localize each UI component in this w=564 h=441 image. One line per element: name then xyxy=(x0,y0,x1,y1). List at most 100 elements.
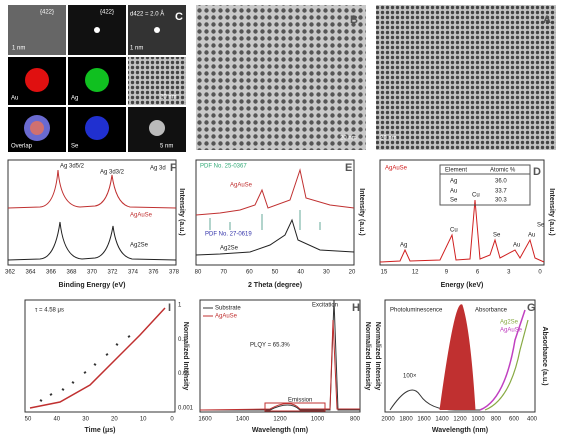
label: Cu xyxy=(472,193,480,199)
tick-label: 6 xyxy=(476,270,480,276)
label: Au xyxy=(11,96,18,102)
scale: 20 nm xyxy=(340,136,357,142)
panel-label: B xyxy=(350,14,358,26)
tick-label: 30 xyxy=(82,417,89,423)
panel-label: G xyxy=(527,302,536,314)
label: PDF No. 25-0367 xyxy=(200,164,247,170)
table-cell: Element xyxy=(445,168,467,174)
label: {422} xyxy=(100,10,114,16)
legend-entry: AgAuSe xyxy=(215,314,238,320)
label: Ag xyxy=(71,96,78,102)
tick-label: 364 xyxy=(25,270,36,276)
tick-label: 366 xyxy=(46,270,57,276)
label: Absorbance xyxy=(475,308,508,314)
tick-label: 1000 xyxy=(311,417,325,423)
panel-g: G Photoluminescence Absorbance Ag2Se AgA… xyxy=(374,299,548,434)
label: Ag 3d xyxy=(150,166,166,172)
tick-label: 10 xyxy=(140,417,147,423)
table-cell: 33.7 xyxy=(495,189,507,195)
label: Excitation xyxy=(312,303,338,309)
scale: 5 nm xyxy=(160,144,173,150)
axis-title: Absorbance (a.u.) xyxy=(541,326,548,385)
tick-label: 1400 xyxy=(236,417,250,423)
label: Au xyxy=(513,243,520,249)
tick-label: 60 xyxy=(246,270,253,276)
scale: 1 nm xyxy=(130,46,143,52)
tick-label: 30 xyxy=(323,270,330,276)
axis-title: Normalized Intensity xyxy=(374,322,381,391)
axis-title: Intensity (a.u.) xyxy=(178,188,185,235)
tick-label: 15 xyxy=(381,270,388,276)
panel-b: B 20 nm xyxy=(196,5,366,150)
panel-f: F Ag 3d Ag 3d5/2 Ag 3d3/2 AgAuSe Ag2Se B… xyxy=(5,159,185,289)
panel-label: H xyxy=(352,302,360,314)
axis-title: Intensity (a.u.) xyxy=(548,188,555,235)
tick-label: 1200 xyxy=(273,417,287,423)
tick-label: 0 xyxy=(538,270,542,276)
tick-label: 374 xyxy=(128,270,139,276)
tick-label: 1400 xyxy=(435,417,449,423)
axis-title: Normalized Intensity xyxy=(182,322,189,391)
tick-label: 1 xyxy=(178,303,182,309)
tick-label: 378 xyxy=(169,270,180,276)
panel-label: A xyxy=(543,14,551,26)
label: AgAuSe xyxy=(230,183,253,189)
axis-title: Wavelength (nm) xyxy=(432,427,488,434)
tick-label: 0.01 xyxy=(178,371,190,377)
panel-a: A 20 nm xyxy=(376,5,556,150)
panel-c: {422} 1 nm {422} d422 = 2.0 Å 1 nm Au Ag… xyxy=(8,5,186,152)
panel-label: F xyxy=(170,162,177,174)
table: Element Atomic % Ag 36.0 Au 33.7 Se 30.3 xyxy=(439,164,531,206)
panel-h: H Substrate AgAuSe PLQY = 65.3% Excitati… xyxy=(198,299,371,434)
tick-label: 3 xyxy=(507,270,511,276)
tick-label: 20 xyxy=(349,270,356,276)
label: Se xyxy=(71,144,79,150)
label: Se xyxy=(493,233,501,239)
scale: 1 nm xyxy=(12,46,25,52)
label: Photoluminescence xyxy=(390,308,443,314)
tick-label: 362 xyxy=(5,270,16,276)
tick-label: 12 xyxy=(412,270,419,276)
panel-label: I xyxy=(168,302,171,314)
legend-entry: Substrate xyxy=(215,306,241,312)
panel-e: E PDF No. 25-0367 AgAuSe PDF No. 27-0619… xyxy=(195,159,365,289)
label: PDF No. 27-0619 xyxy=(205,232,252,238)
axis-title: Wavelength (nm) xyxy=(252,427,308,434)
tick-label: 1600 xyxy=(417,417,431,423)
axis-title: Binding Energy (eV) xyxy=(59,282,126,289)
tick-label: 2000 xyxy=(381,417,395,423)
panel-label: E xyxy=(345,162,352,174)
table-cell: Atomic % xyxy=(490,168,516,174)
label: d422 = 2.0 Å xyxy=(130,11,164,18)
label: Au xyxy=(528,233,535,239)
axis-title: Time (μs) xyxy=(85,427,116,434)
table-cell: Ag xyxy=(450,179,457,185)
tick-label: 376 xyxy=(148,270,159,276)
panel-label: D xyxy=(533,166,541,178)
label: Cu xyxy=(450,228,458,234)
legend-entry: AgAuSe xyxy=(500,328,523,334)
tick-label: 40 xyxy=(297,270,304,276)
axis-title: Normalized Intensity xyxy=(364,322,371,391)
label: Ag xyxy=(400,243,407,249)
label: τ = 4.58 μs xyxy=(35,308,64,314)
tick-label: 368 xyxy=(66,270,77,276)
tick-label: 9 xyxy=(445,270,449,276)
tick-label: 1000 xyxy=(471,417,485,423)
panel-d: Element Atomic % Ag 36.0 Au 33.7 Se 30.3… xyxy=(379,159,555,289)
scale: 20 nm xyxy=(380,136,397,142)
legend-entry: Ag2Se xyxy=(500,320,519,326)
label: AgAuSe xyxy=(385,166,408,172)
tick-label: 800 xyxy=(350,417,361,423)
label: Ag 3d5/2 xyxy=(60,164,85,170)
label: Se xyxy=(537,223,545,229)
tick-label: 370 xyxy=(87,270,98,276)
label: Ag 3d3/2 xyxy=(100,170,125,176)
label: PLQY = 65.3% xyxy=(250,343,290,349)
tick-label: 400 xyxy=(527,417,538,423)
tick-label: 0.001 xyxy=(178,406,194,412)
table-cell: Au xyxy=(450,189,457,195)
tick-label: 0.1 xyxy=(178,337,187,343)
scale: 20 nm xyxy=(160,95,177,101)
tick-label: 70 xyxy=(220,270,227,276)
